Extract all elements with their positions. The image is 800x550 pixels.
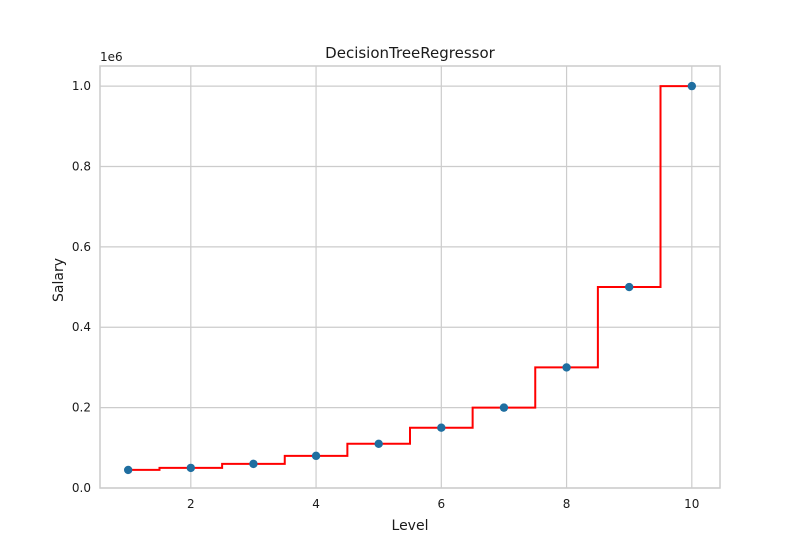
tick-labels: 2 4 6 8 10 0.0 0.2 0.4 0.6 0.8 1.0 [72, 79, 700, 511]
data-point [624, 282, 634, 292]
prediction-step-line [128, 85, 692, 471]
data-point [437, 423, 446, 432]
data-point [562, 363, 571, 372]
data-point [374, 439, 383, 448]
y-tick-label: 0.6 [72, 240, 91, 254]
data-point [499, 403, 509, 412]
data-point [249, 459, 258, 469]
data-point [123, 465, 133, 475]
x-tick-label: 2 [187, 497, 195, 511]
y-axis-label: Salary [51, 258, 67, 302]
x-tick-label: 8 [563, 497, 571, 511]
y-tick-label: 0.0 [72, 481, 91, 495]
y-tick-label: 1.0 [72, 79, 91, 93]
x-axis-label: Level [392, 518, 429, 534]
data-point [186, 463, 196, 473]
data-point [687, 81, 697, 91]
grid [100, 66, 720, 489]
y-tick-label: 0.4 [72, 320, 91, 334]
x-tick-label: 4 [312, 497, 320, 511]
plot-frame [99, 65, 721, 489]
chart-title: DecisionTreeRegressor [325, 44, 495, 62]
x-tick-label: 6 [437, 497, 445, 511]
chart-marks [123, 81, 697, 475]
y-tick-label: 0.2 [72, 401, 91, 415]
x-tick-label: 10 [684, 497, 699, 511]
y-offset-label: 1e6 [100, 50, 123, 64]
y-tick-label: 0.8 [72, 159, 91, 173]
data-point [311, 451, 321, 461]
